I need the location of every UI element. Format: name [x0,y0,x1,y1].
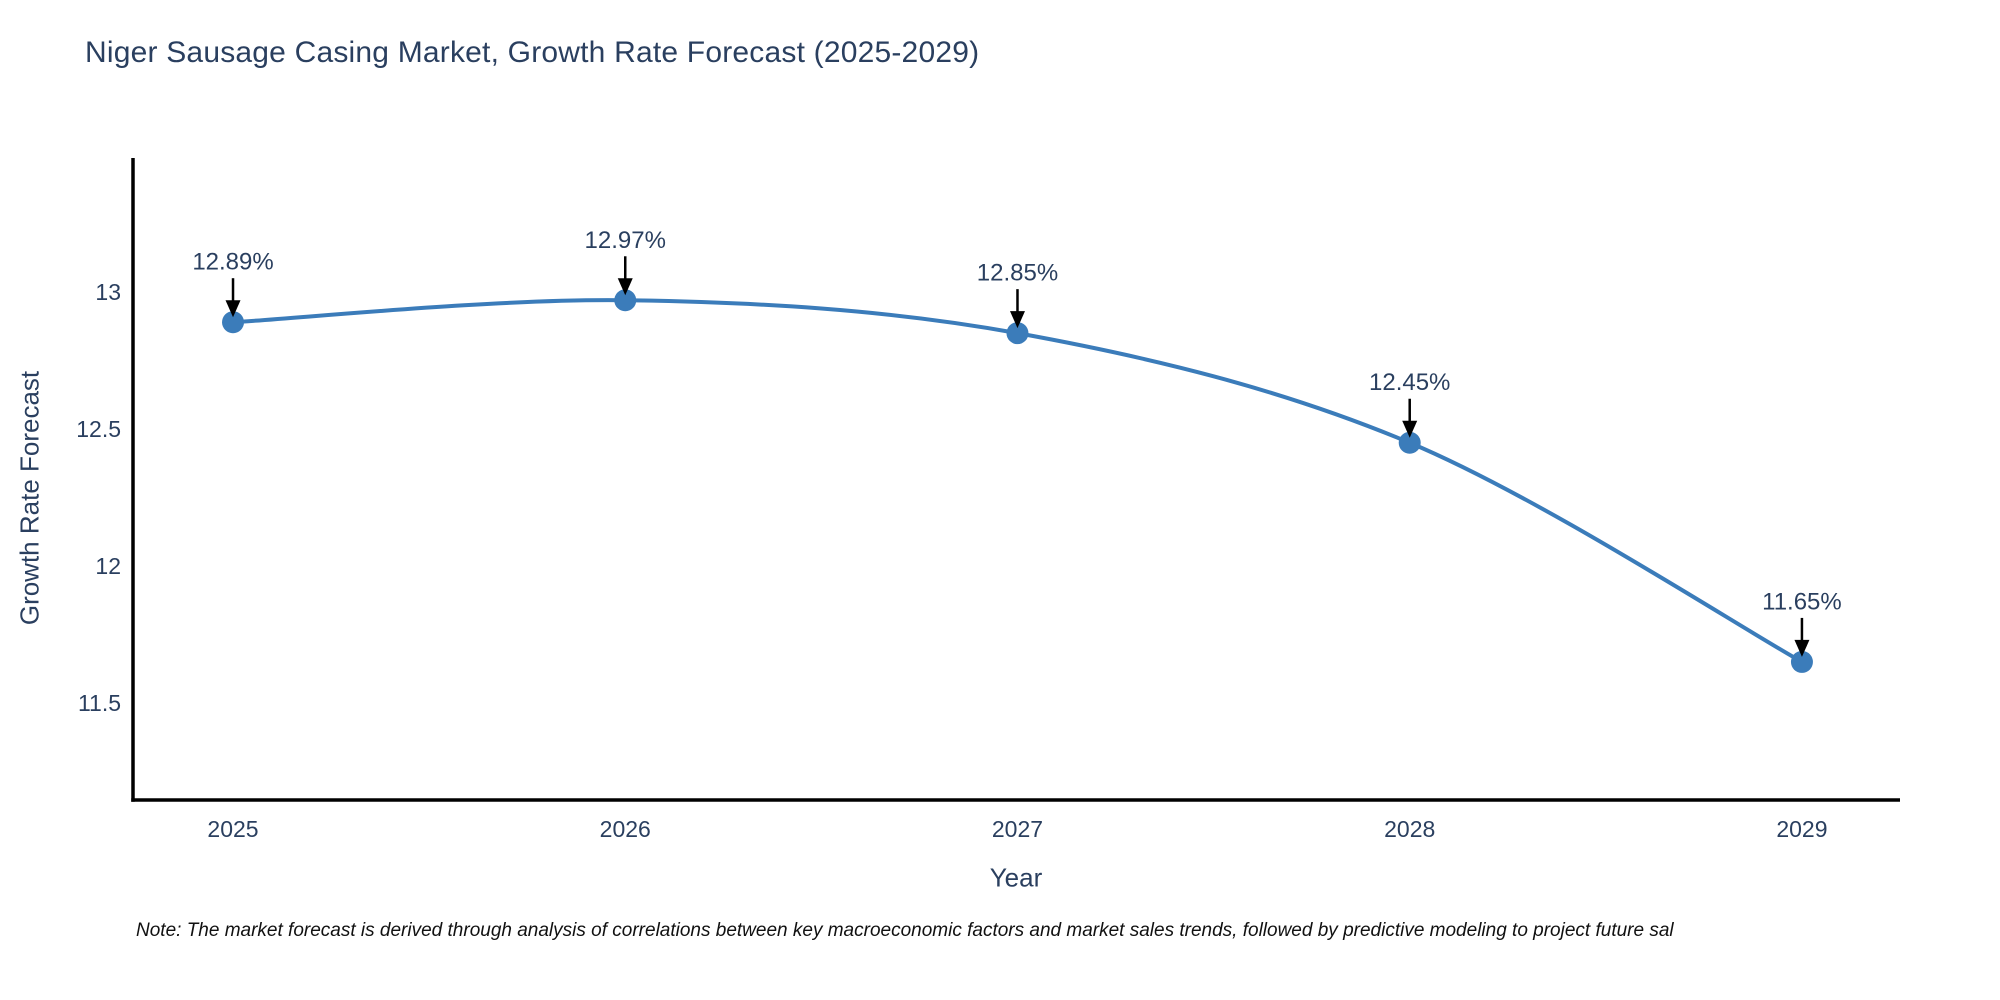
data-point-2029[interactable] [1790,650,1813,673]
x-tick-label-2027: 2027 [992,816,1043,842]
y-tick-label-12: 12 [95,553,121,579]
annotation-label-2029: 11.65% [1762,588,1842,615]
annotation-arrowhead-icon [225,300,241,318]
x-tick-label-2025: 2025 [207,816,258,842]
x-tick-label-2028: 2028 [1384,816,1435,842]
footnote: Note: The market forecast is derived thr… [136,920,1674,941]
y-tick-label-13: 13 [95,279,121,305]
chart-title: Niger Sausage Casing Market, Growth Rate… [85,36,980,69]
annotation-arrowhead-icon [1009,311,1025,329]
y-tick-label-11.5: 11.5 [78,690,121,716]
annotation-arrowhead-icon [1402,420,1418,438]
annotation-arrowhead-icon [617,278,633,296]
annotation-label-2026: 12.97% [585,227,666,254]
annotation-label-2025: 12.89% [192,249,273,276]
data-point-2026[interactable] [614,289,637,312]
x-axis-title: Year [989,862,1043,893]
data-point-2025[interactable] [222,311,245,334]
annotation-arrowhead-icon [1794,639,1810,657]
data-point-2028[interactable] [1398,431,1421,454]
x-tick-label-2026: 2026 [600,816,651,842]
annotation-label-2028: 12.45% [1369,369,1450,396]
y-axis-title: Growth Rate Forecast [14,370,45,626]
x-tick-label-2029: 2029 [1776,816,1827,842]
annotation-label-2027: 12.85% [977,260,1058,287]
data-point-2027[interactable] [1006,322,1029,345]
forecast-line-series [231,298,1804,664]
y-tick-label-12.5: 12.5 [76,416,121,442]
